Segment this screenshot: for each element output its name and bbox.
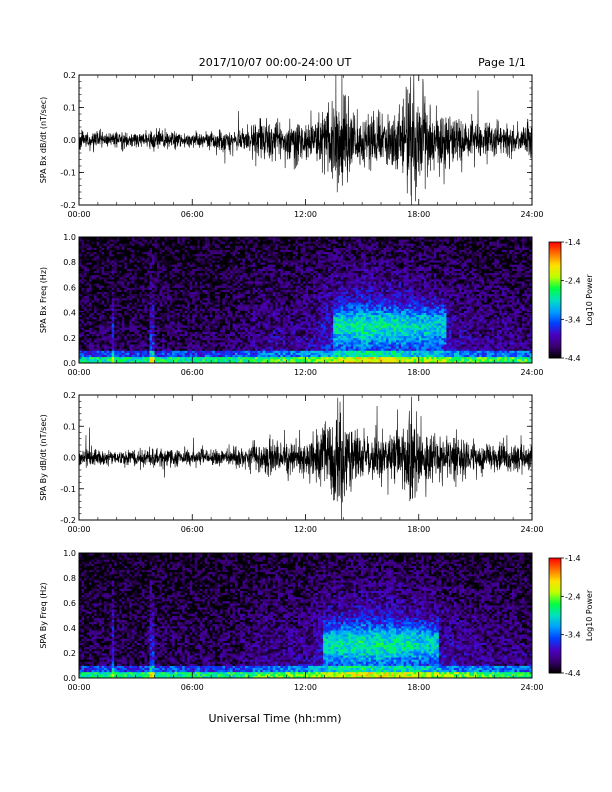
x-tick-label: 00:00 bbox=[67, 368, 90, 377]
spectrogram-2 bbox=[79, 237, 533, 364]
x-tick-label: 12:00 bbox=[294, 525, 317, 534]
x-tick-label: 18:00 bbox=[407, 525, 430, 534]
y-tick-label: 0.2 bbox=[63, 334, 76, 343]
panel-2: -1.4 -2.4 -3.4 -4.4 Log10 Power 0.0 0.2 0.4 0.6 0… bbox=[39, 233, 594, 377]
page-title: 2017/10/07 00:00-24:00 UT bbox=[199, 56, 352, 69]
x-tick-label: 00:00 bbox=[67, 525, 90, 534]
panels: -0.2 -0.1 0.0 0.1 0.2 00:00 06:00 12:00 18:00 24:… bbox=[39, 71, 594, 692]
y-tick-label: 0.1 bbox=[63, 422, 76, 431]
panel-3: -0.2 -0.1 0.0 0.1 0.2 00:00 06:00 12:00 18:00 24:… bbox=[39, 391, 544, 534]
x-axis-title: Universal Time (hh:mm) bbox=[209, 712, 342, 725]
x-tick-label: 18:00 bbox=[407, 210, 430, 219]
y-axis-label: SPA Bx Freq (Hz) bbox=[39, 267, 48, 333]
y-axis-label: SPA By Freq (Hz) bbox=[39, 582, 48, 648]
y-axis-label: SPA By dB/dt (nT/sec) bbox=[39, 414, 48, 501]
y-tick-label: 0.6 bbox=[63, 283, 76, 292]
x-tick-label: 18:00 bbox=[407, 683, 430, 692]
y-tick-label: 0.0 bbox=[63, 674, 76, 683]
y-tick-label: 0.2 bbox=[63, 649, 76, 658]
x-tick-label: 24:00 bbox=[520, 683, 543, 692]
colorbar-4: -1.4 -2.4 -3.4 -4.4 Log10 Power bbox=[548, 554, 594, 678]
y-tick-label: 0.4 bbox=[63, 624, 76, 633]
y-tick-label: -0.1 bbox=[60, 169, 76, 178]
x-tick-label: 06:00 bbox=[181, 525, 204, 534]
dbdt-trace-3 bbox=[78, 396, 533, 521]
y-tick-label: 1.0 bbox=[63, 233, 76, 242]
x-tick-label: 18:00 bbox=[407, 368, 430, 377]
spectrogram-4 bbox=[79, 553, 533, 679]
panel-4: -1.4 -2.4 -3.4 -4.4 Log10 Power 0.0 0.2 0.4 0.6 0… bbox=[39, 549, 594, 692]
y-tick-label: -0.1 bbox=[60, 485, 76, 494]
colorbar-tick-label: -3.4 bbox=[565, 631, 581, 640]
colorbar-tick-label: -3.4 bbox=[565, 315, 581, 324]
x-tick-label: 12:00 bbox=[294, 368, 317, 377]
y-tick-label: 0.8 bbox=[63, 258, 76, 267]
y-tick-label: 0.2 bbox=[63, 391, 76, 400]
y-tick-label: 0.6 bbox=[63, 599, 76, 608]
y-tick-label: 1.0 bbox=[63, 549, 76, 558]
page-number: Page 1/1 bbox=[478, 56, 526, 69]
y-tick-label: 0.8 bbox=[63, 574, 76, 583]
y-tick-label: 0.0 bbox=[63, 359, 76, 368]
dbdt-trace-1 bbox=[78, 74, 533, 206]
x-tick-label: 24:00 bbox=[520, 525, 543, 534]
y-tick-label: 0.4 bbox=[63, 309, 76, 318]
y-tick-label: 0.0 bbox=[63, 136, 76, 145]
x-tick-label: 00:00 bbox=[67, 683, 90, 692]
x-tick-label: 06:00 bbox=[181, 683, 204, 692]
y-axis-label: SPA Bx dB/dt (nT/sec) bbox=[39, 97, 48, 184]
panel-1: -0.2 -0.1 0.0 0.1 0.2 00:00 06:00 12:00 18:00 24:… bbox=[39, 71, 544, 219]
x-tick-label: 12:00 bbox=[294, 210, 317, 219]
colorbar-tick-label: -2.4 bbox=[565, 277, 581, 286]
y-tick-label: -0.2 bbox=[60, 516, 76, 525]
colorbar-label: Log10 Power bbox=[585, 589, 594, 641]
colorbar-label: Log10 Power bbox=[585, 274, 594, 326]
colorbar-tick-label: -1.4 bbox=[565, 238, 581, 247]
colorbar-2: -1.4 -2.4 -3.4 -4.4 Log10 Power bbox=[548, 238, 594, 363]
y-tick-label: -0.2 bbox=[60, 201, 76, 210]
x-tick-label: 12:00 bbox=[294, 683, 317, 692]
colorbar-tick-label: -1.4 bbox=[565, 554, 581, 563]
x-tick-label: 24:00 bbox=[520, 368, 543, 377]
colorbar-tick-label: -4.4 bbox=[565, 354, 581, 363]
x-tick-label: 00:00 bbox=[67, 210, 90, 219]
y-tick-label: 0.1 bbox=[63, 104, 76, 113]
x-tick-label: 06:00 bbox=[181, 210, 204, 219]
colorbar-tick-label: -4.4 bbox=[565, 669, 581, 678]
y-tick-label: 0.2 bbox=[63, 71, 76, 80]
colorbar-tick-label: -2.4 bbox=[565, 592, 581, 601]
x-tick-label: 24:00 bbox=[520, 210, 543, 219]
y-tick-label: 0.0 bbox=[63, 454, 76, 463]
x-tick-label: 06:00 bbox=[181, 368, 204, 377]
